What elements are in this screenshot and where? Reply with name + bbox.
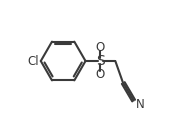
Text: S: S <box>96 54 105 68</box>
Text: O: O <box>96 42 105 54</box>
Text: N: N <box>136 98 145 111</box>
Text: O: O <box>96 68 105 81</box>
Text: Cl: Cl <box>27 54 39 68</box>
